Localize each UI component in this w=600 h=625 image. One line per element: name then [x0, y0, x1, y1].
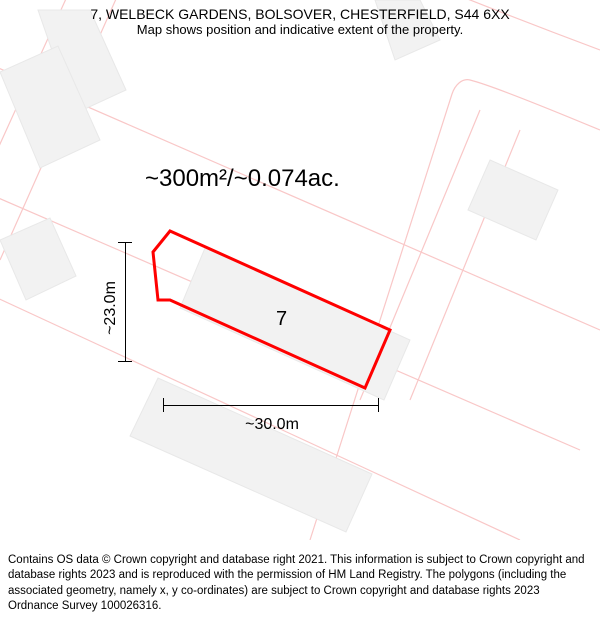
- area-measurement-label: ~300m²/~0.074ac.: [145, 165, 340, 193]
- vertical-dimension: ~23.0m: [118, 242, 132, 362]
- dim-line-horizontal: [164, 405, 378, 406]
- dim-tick-bottom: [118, 361, 132, 362]
- property-address: 7, WELBECK GARDENS, BOLSOVER, CHESTERFIE…: [10, 6, 590, 22]
- dim-line-vertical: [125, 243, 132, 361]
- plot-number-label: 7: [276, 308, 287, 331]
- vertical-dimension-label: ~23.0m: [102, 281, 120, 335]
- horizontal-dimension-label: ~30.0m: [163, 416, 381, 434]
- dim-tick-right: [378, 398, 379, 412]
- horizontal-dimension: ~30.0m: [163, 398, 381, 434]
- header: 7, WELBECK GARDENS, BOLSOVER, CHESTERFIE…: [0, 0, 600, 39]
- copyright-footer: Contains OS data © Crown copyright and d…: [0, 547, 600, 625]
- map-svg: [0, 0, 600, 540]
- map-caption: Map shows position and indicative extent…: [10, 22, 590, 37]
